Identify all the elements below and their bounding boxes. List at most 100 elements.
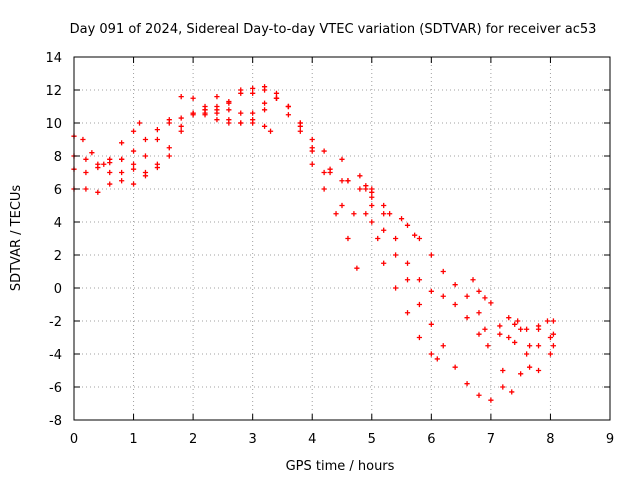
y-tick-label: 0 bbox=[54, 282, 62, 297]
data-point bbox=[550, 343, 557, 349]
series-track-2 bbox=[71, 85, 491, 349]
data-point bbox=[518, 326, 524, 332]
x-tick-label: 9 bbox=[606, 432, 614, 447]
data-point bbox=[497, 331, 503, 337]
data-point bbox=[285, 112, 291, 118]
data-point bbox=[238, 110, 244, 116]
data-point bbox=[369, 189, 375, 195]
data-point bbox=[464, 315, 470, 321]
data-point bbox=[524, 351, 530, 357]
data-point bbox=[476, 392, 482, 398]
data-point bbox=[452, 301, 458, 308]
data-point bbox=[369, 194, 375, 200]
x-tick-label: 6 bbox=[427, 432, 435, 447]
x-tick-label: 8 bbox=[546, 432, 554, 447]
data-point bbox=[119, 140, 125, 146]
plot-frame bbox=[73, 56, 611, 421]
data-point bbox=[398, 216, 405, 222]
data-point bbox=[416, 235, 423, 242]
y-axis-label: SDTVAR / TECUs bbox=[9, 185, 24, 292]
series-track-13 bbox=[500, 339, 557, 374]
data-point bbox=[428, 288, 434, 294]
data-point bbox=[452, 364, 458, 370]
series-track-11 bbox=[497, 315, 557, 341]
data-point bbox=[154, 127, 160, 133]
data-point bbox=[416, 277, 423, 283]
data-point bbox=[261, 84, 268, 90]
data-point bbox=[130, 128, 137, 134]
y-tick-label: -6 bbox=[49, 381, 62, 396]
x-tick-label: 4 bbox=[308, 432, 316, 447]
data-point bbox=[267, 128, 274, 134]
data-point bbox=[166, 117, 172, 123]
series-track-6 bbox=[202, 110, 274, 134]
data-point bbox=[250, 120, 256, 126]
data-point bbox=[214, 103, 220, 110]
data-point bbox=[527, 364, 533, 370]
data-point bbox=[83, 169, 89, 176]
data-point bbox=[381, 211, 387, 217]
data-point bbox=[476, 310, 482, 316]
y-axis-ticks: -8 -6 -4 -2 0 2 4 6 8 10 12 14 bbox=[45, 51, 610, 429]
data-point bbox=[250, 85, 256, 91]
y-tick-label: -4 bbox=[49, 348, 62, 363]
data-point bbox=[464, 293, 470, 299]
data-point bbox=[404, 310, 411, 316]
data-point bbox=[119, 178, 125, 184]
data-point bbox=[393, 285, 399, 291]
data-point bbox=[412, 232, 418, 238]
data-point bbox=[351, 211, 357, 217]
data-point bbox=[250, 110, 256, 116]
data-point bbox=[428, 321, 434, 327]
data-point bbox=[339, 156, 345, 162]
data-point bbox=[250, 90, 256, 96]
x-tick-label: 0 bbox=[70, 432, 78, 447]
data-point bbox=[178, 128, 184, 134]
data-point bbox=[95, 164, 101, 171]
data-points bbox=[71, 84, 557, 403]
data-point bbox=[404, 222, 411, 228]
data-point bbox=[404, 277, 411, 283]
data-point bbox=[297, 120, 303, 126]
data-point bbox=[434, 356, 440, 362]
data-point bbox=[214, 117, 220, 123]
data-point bbox=[273, 95, 280, 101]
y-tick-label: 8 bbox=[54, 150, 62, 165]
data-point bbox=[363, 211, 369, 217]
data-point bbox=[80, 136, 86, 143]
x-tick-label: 5 bbox=[368, 432, 376, 447]
data-point bbox=[512, 321, 518, 327]
data-point bbox=[321, 148, 327, 154]
data-point bbox=[393, 252, 399, 258]
data-point bbox=[440, 293, 446, 299]
data-point bbox=[524, 326, 530, 332]
data-point bbox=[214, 110, 220, 116]
data-point bbox=[107, 156, 113, 162]
x-tick-label: 7 bbox=[487, 432, 495, 447]
data-point bbox=[261, 100, 268, 106]
data-point bbox=[321, 169, 327, 176]
data-point bbox=[226, 98, 232, 105]
data-point bbox=[476, 331, 482, 337]
data-point bbox=[535, 367, 542, 374]
data-point bbox=[550, 331, 557, 337]
data-point bbox=[130, 148, 137, 154]
data-point bbox=[547, 351, 554, 357]
data-point bbox=[339, 178, 345, 184]
data-point bbox=[130, 166, 137, 172]
data-point bbox=[321, 186, 327, 192]
chart-title: Day 091 of 2024, Sidereal Day-to-day VTE… bbox=[70, 22, 597, 37]
y-tick-label: 4 bbox=[54, 216, 62, 231]
series-track-8 bbox=[321, 169, 418, 238]
data-point bbox=[83, 186, 89, 192]
x-tick-label: 1 bbox=[129, 432, 137, 447]
data-point bbox=[357, 173, 363, 179]
data-point bbox=[515, 318, 521, 324]
data-point bbox=[178, 115, 184, 121]
data-point bbox=[547, 334, 554, 341]
data-point bbox=[381, 202, 387, 209]
data-point bbox=[142, 169, 149, 176]
data-point bbox=[506, 334, 512, 341]
x-axis-ticks: 0 1 2 3 4 5 6 7 8 9 bbox=[70, 57, 614, 447]
y-tick-label: 14 bbox=[45, 51, 62, 66]
